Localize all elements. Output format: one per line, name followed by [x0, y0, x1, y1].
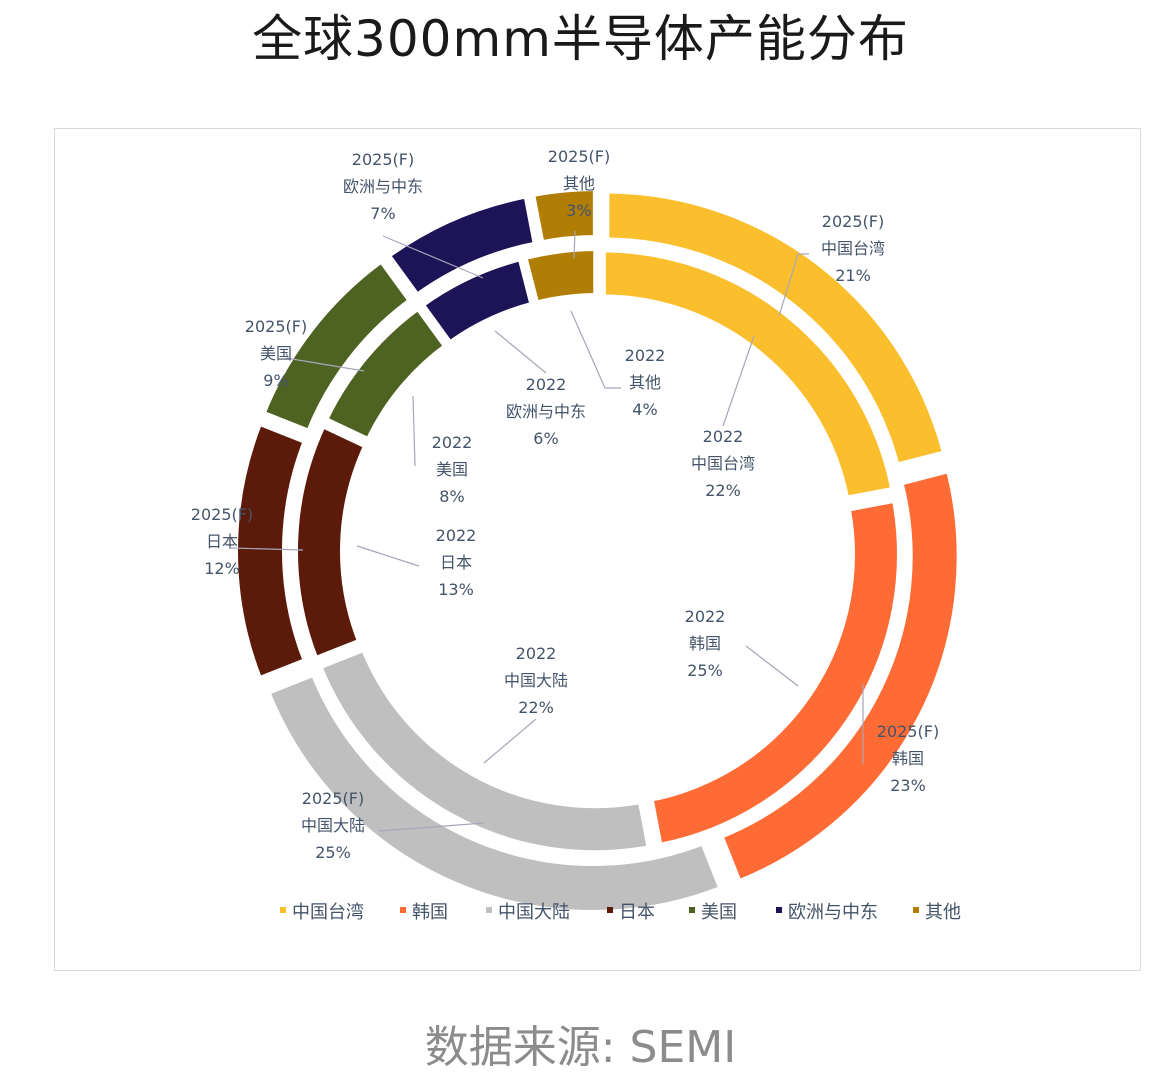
legend-label-其他: 其他: [925, 902, 961, 923]
data-label-2025(F)-中国台湾-category: 中国台湾: [821, 239, 885, 258]
donut-chart: 2022 中国台湾 22% 2022 韩国 25% 2022 中国大陆 22% 2022 日本 13%…: [191, 147, 965, 923]
data-label-2025(F)-日本-category: 日本: [206, 532, 238, 551]
data-label-2022-欧洲与中东-category: 欧洲与中东: [506, 402, 586, 421]
segment-2022-中国大陆: [312, 642, 656, 859]
segment-2022-日本: [290, 418, 373, 666]
data-label-2025(F)-美国-value: 9%: [263, 371, 288, 390]
data-label-2022-日本-category: 日本: [440, 553, 472, 572]
legend-swatch-欧洲与中东: [776, 907, 782, 913]
data-labels: 2022 中国台湾 22% 2022 韩国 25% 2022 中国大陆 22% 2022 日本 13%…: [191, 147, 939, 862]
data-label-2025(F)-美国-series: 2025(F): [245, 317, 307, 336]
legend-swatch-韩国: [400, 907, 406, 913]
legend-item-日本: 日本: [607, 902, 655, 923]
data-label-2025(F)-欧洲与中东-series: 2025(F): [352, 150, 414, 169]
data-label-2022-欧洲与中东-value: 6%: [533, 429, 558, 448]
data-label-2022-中国大陆-series: 2022: [516, 644, 557, 663]
data-label-2025(F)-美国-category: 美国: [260, 344, 292, 363]
legend-label-美国: 美国: [701, 902, 737, 923]
leader-line-2025(F)-欧洲与中东: [382, 235, 484, 279]
data-label-2025(F)-其他-value: 3%: [566, 201, 591, 220]
data-label-2022-美国-category: 美国: [436, 460, 468, 479]
segment-2025(F)-美国: [256, 253, 418, 439]
data-label-2025(F)-日本-series: 2025(F): [191, 505, 253, 524]
legend-swatch-中国大陆: [486, 907, 492, 913]
segment-2025(F)-韩国: [713, 464, 965, 889]
data-label-2022-中国台湾-category: 中国台湾: [691, 454, 755, 473]
leader-line-2022-中国大陆: [483, 718, 537, 764]
data-label-2022-韩国-value: 25%: [687, 661, 723, 680]
legend-swatch-美国: [689, 907, 695, 913]
leader-line-2025(F)-其他: [573, 230, 576, 259]
legend-item-欧洲与中东: 欧洲与中东: [776, 902, 878, 923]
leader-line-2022-其他: [570, 310, 621, 389]
leader-line-2025(F)-中国大陆: [378, 822, 485, 832]
segment-2025(F)-其他: [526, 183, 601, 250]
data-label-2025(F)-欧洲与中东-category: 欧洲与中东: [343, 177, 423, 196]
segment-2025(F)-中国台湾: [601, 185, 952, 472]
legend-label-中国台湾: 中国台湾: [292, 902, 364, 923]
data-label-2022-韩国-series: 2022: [685, 607, 726, 626]
data-label-2022-美国-value: 8%: [439, 487, 464, 506]
source-note: 数据来源: SEMI: [424, 1022, 737, 1073]
legend-item-韩国: 韩国: [400, 902, 448, 923]
data-label-2022-其他-value: 4%: [632, 400, 657, 419]
data-label-2025(F)-中国台湾-series: 2025(F): [822, 212, 884, 231]
ring-segments: [230, 183, 965, 918]
page-title: 全球300mm半导体产能分布: [252, 10, 909, 68]
legend-swatch-中国台湾: [280, 907, 286, 913]
legend: 中国台湾 韩国 中国大陆 日本 美国 欧洲与中东 其他: [280, 902, 961, 923]
data-label-2022-美国-series: 2022: [432, 433, 473, 452]
legend-item-中国台湾: 中国台湾: [280, 902, 364, 923]
legend-swatch-日本: [607, 907, 613, 913]
leader-lines: [230, 230, 864, 832]
leader-line-2022-韩国: [745, 645, 799, 687]
segment-2022-中国台湾: [597, 244, 900, 505]
data-label-2025(F)-韩国-value: 23%: [890, 776, 926, 795]
legend-item-其他: 其他: [913, 902, 961, 923]
segment-2022-韩国: [644, 493, 905, 852]
legend-item-中国大陆: 中国大陆: [486, 902, 570, 923]
data-label-2022-日本-value: 13%: [438, 580, 474, 599]
data-label-2025(F)-欧洲与中东-value: 7%: [370, 204, 395, 223]
leader-line-2025(F)-美国: [285, 357, 365, 372]
data-label-2025(F)-日本-value: 12%: [204, 559, 240, 578]
leader-line-2022-美国: [412, 395, 416, 467]
legend-item-美国: 美国: [689, 902, 737, 923]
data-label-2025(F)-中国大陆-series: 2025(F): [302, 789, 364, 808]
legend-label-日本: 日本: [619, 902, 655, 923]
chart-frame: 2022 中国台湾 22% 2022 韩国 25% 2022 中国大陆 22% 2022 日本 13%…: [54, 128, 1141, 971]
leader-line-2025(F)-日本: [230, 547, 304, 551]
data-label-2022-日本-series: 2022: [436, 526, 477, 545]
data-label-2025(F)-韩国-series: 2025(F): [877, 722, 939, 741]
leader-line-2022-中国台湾: [722, 335, 755, 427]
data-label-2022-中国大陆-category: 中国大陆: [504, 671, 568, 690]
leader-line-2022-欧洲与中东: [494, 330, 547, 374]
data-label-2025(F)-其他-series: 2025(F): [548, 147, 610, 166]
data-label-2025(F)-中国大陆-category: 中国大陆: [301, 816, 365, 835]
data-label-2022-其他-category: 其他: [629, 373, 661, 392]
data-label-2025(F)-韩国-category: 韩国: [892, 749, 924, 768]
data-label-2025(F)-中国大陆-value: 25%: [315, 843, 351, 862]
legend-swatch-其他: [913, 907, 919, 913]
data-label-2022-其他-series: 2022: [625, 346, 666, 365]
data-label-2025(F)-其他-category: 其他: [563, 174, 595, 193]
segment-2025(F)-中国大陆: [260, 667, 729, 918]
data-label-2022-欧洲与中东-series: 2022: [526, 375, 567, 394]
data-label-2022-中国大陆-value: 22%: [518, 698, 554, 717]
segment-2022-其他: [518, 243, 602, 310]
legend-label-中国大陆: 中国大陆: [498, 902, 570, 923]
leader-line-2025(F)-中国台湾: [778, 253, 809, 317]
segment-2025(F)-日本: [230, 416, 313, 686]
data-label-2022-韩国-category: 韩国: [689, 634, 721, 653]
legend-label-韩国: 韩国: [412, 902, 448, 923]
leader-line-2022-日本: [356, 545, 420, 567]
legend-label-欧洲与中东: 欧洲与中东: [788, 902, 878, 923]
data-label-2022-中国台湾-value: 22%: [705, 481, 741, 500]
data-label-2022-中国台湾-series: 2022: [703, 427, 744, 446]
data-label-2025(F)-中国台湾-value: 21%: [835, 266, 871, 285]
